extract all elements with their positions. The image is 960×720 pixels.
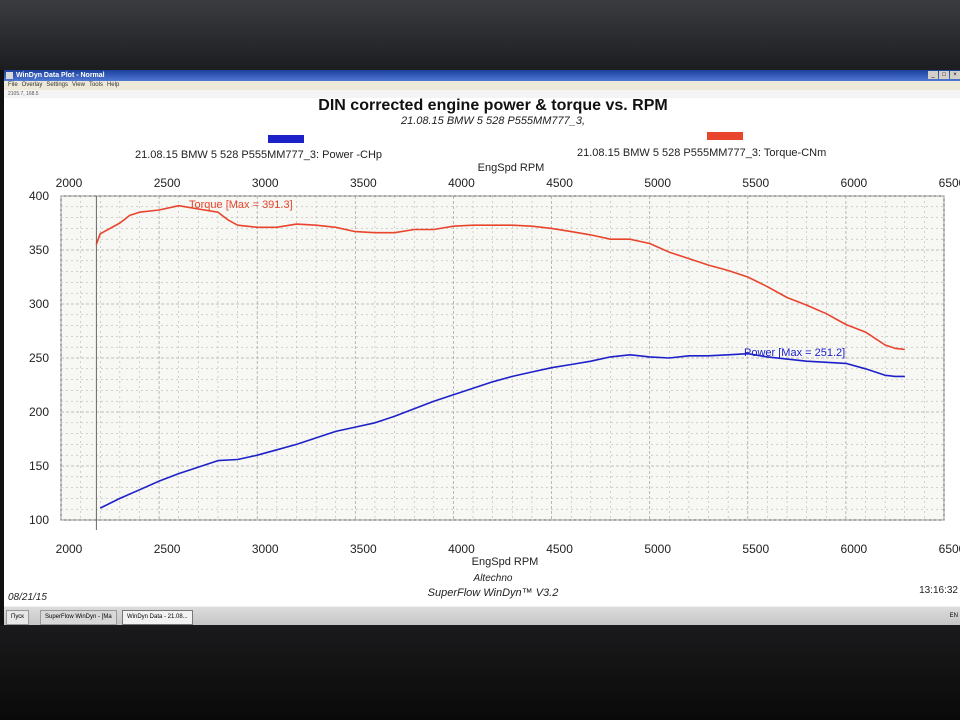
x-tick-label-bottom: 5000 — [644, 542, 671, 556]
x-tick-label-top: 5000 — [644, 176, 671, 190]
report-date: 08/21/15 — [8, 592, 47, 603]
minimize-icon[interactable]: _ — [928, 71, 938, 79]
taskbar-item-data-plot[interactable]: WinDyn Data - 21.08... — [122, 610, 193, 625]
x-tick-label-top: 4000 — [448, 176, 475, 190]
x-tick-label-bottom: 2500 — [154, 542, 181, 556]
x-tick-label-bottom: 6500 — [939, 542, 960, 556]
power-annotation: Power [Max = 251.2] — [744, 347, 845, 359]
chart-title: DIN corrected engine power & torque vs. … — [318, 97, 667, 114]
report-time: 13:16:32 — [919, 585, 958, 596]
x-tick-label-top: 2000 — [56, 176, 83, 190]
menu-file[interactable]: File — [8, 82, 18, 88]
y-tick-label: 400 — [29, 189, 49, 203]
y-tick-label: 350 — [29, 243, 49, 257]
power-legend-swatch — [268, 135, 304, 143]
dyno-chart: DIN corrected engine power & torque vs. … — [8, 97, 960, 603]
y-tick-label: 150 — [29, 459, 49, 473]
x-tick-label-bottom: 6000 — [841, 542, 868, 556]
software-version: SuperFlow WinDyn™ V3.2 — [428, 587, 559, 599]
monitor-bezel-top — [0, 0, 960, 70]
x-tick-label-bottom: 5500 — [742, 542, 769, 556]
x-axis-label-top: EngSpd RPM — [478, 162, 545, 174]
x-tick-label-top: 6000 — [841, 176, 868, 190]
taskbar-item-windyn[interactable]: SuperFlow WinDyn - [Ma — [40, 610, 117, 625]
torque-annotation: Torque [Max = 391.3] — [189, 199, 293, 211]
screen: WinDyn Data Plot - Normal _ □ × File Ove… — [4, 70, 960, 625]
start-button[interactable]: Пуск — [6, 610, 29, 625]
cursor-readout: 2105.7, 168.5 — [8, 91, 39, 97]
menu-view[interactable]: View — [72, 82, 85, 88]
y-tick-label: 100 — [29, 513, 49, 527]
menu-help[interactable]: Help — [106, 82, 120, 88]
taskbar: Пуск SuperFlow WinDyn - [Ma WinDyn Data … — [4, 606, 960, 625]
menu-overlay[interactable]: Overlay — [21, 82, 43, 88]
menu-bar: File Overlay Settings View Tools Help — [4, 81, 960, 90]
x-tick-label-top: 5500 — [742, 176, 769, 190]
axis-ticks: 2000 2000 2500 2500 3000 3000 3500 3500 4000 4000… — [29, 176, 960, 556]
torque-legend-swatch — [707, 132, 743, 140]
maximize-icon[interactable]: □ — [939, 71, 949, 79]
app-icon — [6, 72, 13, 79]
y-tick-label: 300 — [29, 297, 49, 311]
close-icon[interactable]: × — [950, 71, 960, 79]
x-tick-label-bottom: 4500 — [546, 542, 573, 556]
series-layer — [95, 204, 905, 509]
power-series-line — [99, 352, 905, 509]
x-tick-label-bottom: 3500 — [350, 542, 377, 556]
x-tick-label-top: 2500 — [154, 176, 181, 190]
x-tick-label-top: 3500 — [350, 176, 377, 190]
x-tick-label-bottom: 4000 — [448, 542, 475, 556]
y-tick-label: 200 — [29, 405, 49, 419]
y-tick-label: 250 — [29, 351, 49, 365]
torque-series-line — [95, 204, 905, 351]
x-tick-label-bottom: 2000 — [56, 542, 83, 556]
window-titlebar[interactable]: WinDyn Data Plot - Normal _ □ × — [4, 70, 960, 81]
company-name: Altechno — [473, 573, 513, 584]
toolbar: 2105.7, 168.5 — [4, 90, 960, 98]
monitor-bezel-bottom — [0, 625, 960, 720]
x-tick-label-top: 4500 — [546, 176, 573, 190]
x-tick-label-bottom: 3000 — [252, 542, 279, 556]
torque-legend-label: 21.08.15 BMW 5 528 P555MM777_3: Torque-C… — [577, 147, 826, 159]
power-legend-label: 21.08.15 BMW 5 528 P555MM777_3: Power -C… — [135, 149, 382, 161]
x-tick-label-top: 6500 — [939, 176, 960, 190]
x-tick-label-top: 3000 — [252, 176, 279, 190]
window-title: WinDyn Data Plot - Normal — [16, 72, 105, 79]
language-indicator[interactable]: EN — [949, 613, 958, 619]
menu-settings[interactable]: Settings — [46, 82, 69, 88]
menu-tools[interactable]: Tools — [88, 82, 103, 88]
grid — [60, 195, 945, 530]
run-name: 21.08.15 BMW 5 528 P555MM777_3, — [400, 115, 585, 127]
x-axis-label-bottom: EngSpd RPM — [472, 556, 539, 568]
